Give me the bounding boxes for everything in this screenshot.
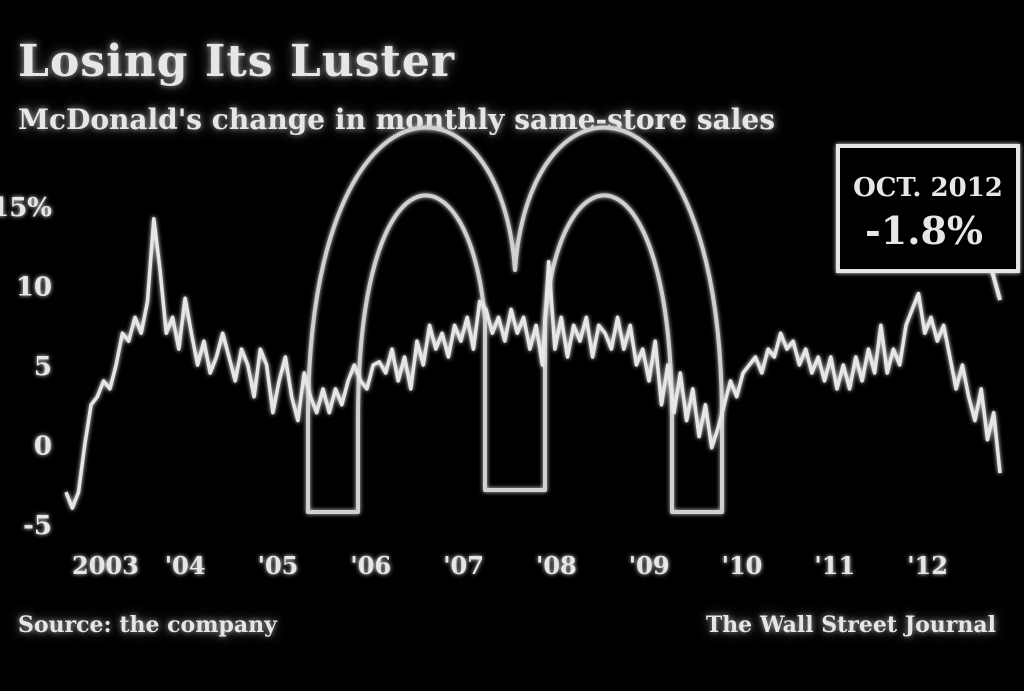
publisher-credit: The Wall Street Journal bbox=[705, 612, 996, 638]
x-tick-label: '08 bbox=[536, 551, 577, 580]
x-tick-label: '11 bbox=[814, 551, 855, 580]
x-tick-label: '05 bbox=[258, 551, 299, 580]
latest-value-callout: OCT. 2012 -1.8% bbox=[836, 144, 1020, 301]
x-tick-label: '04 bbox=[165, 551, 206, 580]
y-tick-label: 5 bbox=[34, 352, 52, 382]
chart-title: Losing Its Luster bbox=[18, 36, 456, 87]
source-note: Source: the company bbox=[18, 612, 277, 638]
callout-label: OCT. 2012 bbox=[853, 173, 1003, 203]
y-axis: 0 5 10 15% -5 bbox=[0, 193, 52, 541]
series-same-store-sales bbox=[64, 216, 1002, 510]
y-tick-label: 0 bbox=[34, 432, 52, 462]
series-line bbox=[64, 216, 1002, 510]
chart-subtitle: McDonald's change in monthly same-store … bbox=[18, 103, 775, 136]
x-tick-label: '06 bbox=[350, 551, 391, 580]
x-tick-label: '09 bbox=[629, 551, 670, 580]
y-tick-label: 15% bbox=[0, 193, 52, 223]
callout-box bbox=[836, 144, 1020, 273]
callout-value: -1.8% bbox=[865, 208, 983, 253]
x-tick-label: 2003 bbox=[72, 551, 139, 580]
x-axis: 2003 '04 '05 '06 '07 '08 '09 '10 '11 '12 bbox=[60, 521, 1003, 580]
x-tick-label: '12 bbox=[907, 551, 948, 580]
x-tick-label: '07 bbox=[443, 551, 484, 580]
callout-pointer bbox=[985, 269, 1002, 301]
x-tick-label: '10 bbox=[722, 551, 763, 580]
y-tick-label: 10 bbox=[16, 273, 52, 303]
y-tick-label: -5 bbox=[23, 511, 52, 541]
